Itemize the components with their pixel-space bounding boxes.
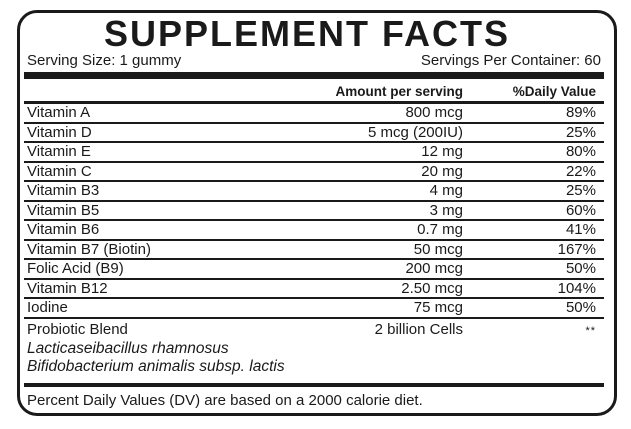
nutrient-name: Iodine: [27, 299, 68, 316]
nutrient-amount: 12 mg: [421, 143, 463, 160]
table-header-row: Amount per serving %Daily Value: [24, 79, 604, 104]
column-header-amount: Amount per serving: [335, 84, 463, 99]
nutrient-name: Vitamin B12: [27, 279, 108, 297]
nutrient-amount: 20 mg: [421, 162, 463, 180]
servings-per-container-text: Servings Per Container: 60: [420, 52, 601, 69]
nutrient-amount: 50 mcg: [413, 240, 463, 258]
nutrient-amount: 0.7 mg: [417, 221, 463, 238]
nutrient-name: Vitamin B7 (Biotin): [27, 240, 151, 258]
serving-info-row: Serving Size: 1 gummy Servings Per Conta…: [24, 52, 604, 69]
nutrient-dv: 104%: [557, 279, 596, 297]
nutrient-name: Vitamin B5: [27, 201, 100, 219]
table-row: Vitamin B7 (Biotin) 50 mcg 167%: [24, 240, 604, 260]
nutrient-dv: 22%: [565, 162, 596, 180]
table-row: Vitamin A 800 mcg 89%: [24, 104, 604, 124]
table-row: Vitamin B6 0.7 mg 41%: [24, 221, 604, 241]
nutrient-name: Vitamin E: [27, 143, 91, 160]
table-row: Vitamin B5 3 mg 60%: [24, 201, 604, 221]
table-row: Vitamin B3 4 mg 25%: [24, 182, 604, 202]
table-row: Iodine 75 mcg 50%: [24, 299, 604, 319]
nutrient-name: Vitamin C: [27, 162, 92, 180]
nutrient-dv-asterisks: **: [585, 324, 596, 337]
column-header-daily-value: %Daily Value: [512, 84, 596, 99]
nutrient-dv: 60%: [565, 201, 596, 219]
nutrient-dv: 25%: [565, 182, 596, 199]
table-row: Folic Acid (B9) 200 mcg 50%: [24, 260, 604, 280]
nutrient-dv: 41%: [565, 221, 596, 238]
probiotic-strain: Lacticaseibacillus rhamnosus: [27, 339, 229, 357]
footer-divider-bar: [24, 382, 604, 387]
nutrient-amount: 2 billion Cells: [374, 320, 463, 338]
nutrient-dv: 167%: [557, 240, 596, 258]
serving-size-text: Serving Size: 1 gummy: [27, 52, 182, 69]
nutrient-name: Vitamin B3: [27, 182, 100, 199]
probiotic-strain: Bifidobacterium animalis subsp. lactis: [27, 357, 285, 375]
nutrient-dv: 50%: [565, 260, 596, 277]
nutrient-amount: 5 mcg (200IU): [367, 123, 463, 141]
probiotic-blend-row: Probiotic Blend 2 billion Cells **: [24, 319, 604, 340]
nutrient-dv: 80%: [565, 143, 596, 160]
nutrient-name: Folic Acid (B9): [27, 260, 124, 277]
supplement-facts-label: SUPPLEMENT FACTS Serving Size: 1 gummy S…: [17, 10, 617, 416]
table-row: Vitamin E 12 mg 80%: [24, 143, 604, 163]
footnote-daily-values: Percent Daily Values (DV) are based on a…: [27, 391, 423, 409]
nutrient-name: Vitamin B6: [27, 221, 100, 238]
nutrient-dv: 50%: [565, 299, 596, 316]
nutrient-amount: 200 mcg: [405, 260, 463, 277]
nutrient-dv: 25%: [565, 123, 596, 141]
nutrient-amount: 2.50 mcg: [401, 279, 463, 297]
table-row: Vitamin B12 2.50 mcg 104%: [24, 279, 604, 299]
label-content: Serving Size: 1 gummy Servings Per Conta…: [24, 52, 604, 413]
nutrient-amount: 4 mg: [429, 182, 463, 199]
nutrient-name: Vitamin A: [27, 104, 91, 121]
nutrient-name: Probiotic Blend: [27, 320, 128, 338]
page-title: SUPPLEMENT FACTS: [103, 13, 511, 54]
nutrient-amount: 3 mg: [429, 201, 463, 219]
footnotes: Percent Daily Values (DV) are based on a…: [24, 387, 604, 413]
nutrient-amount: 800 mcg: [405, 104, 463, 121]
nutrient-dv: 89%: [565, 104, 596, 121]
footnote-not-established: **Daily Value not established: [27, 412, 219, 413]
nutrient-table: Vitamin A 800 mcg 89% Vitamin D 5 mcg (2…: [24, 104, 604, 376]
nutrient-name: Vitamin D: [27, 123, 92, 141]
table-row: Vitamin C 20 mg 22%: [24, 162, 604, 182]
nutrient-amount: 75 mcg: [413, 299, 463, 316]
thick-divider-bar: [24, 72, 604, 79]
table-row: Vitamin D 5 mcg (200IU) 25%: [24, 123, 604, 143]
